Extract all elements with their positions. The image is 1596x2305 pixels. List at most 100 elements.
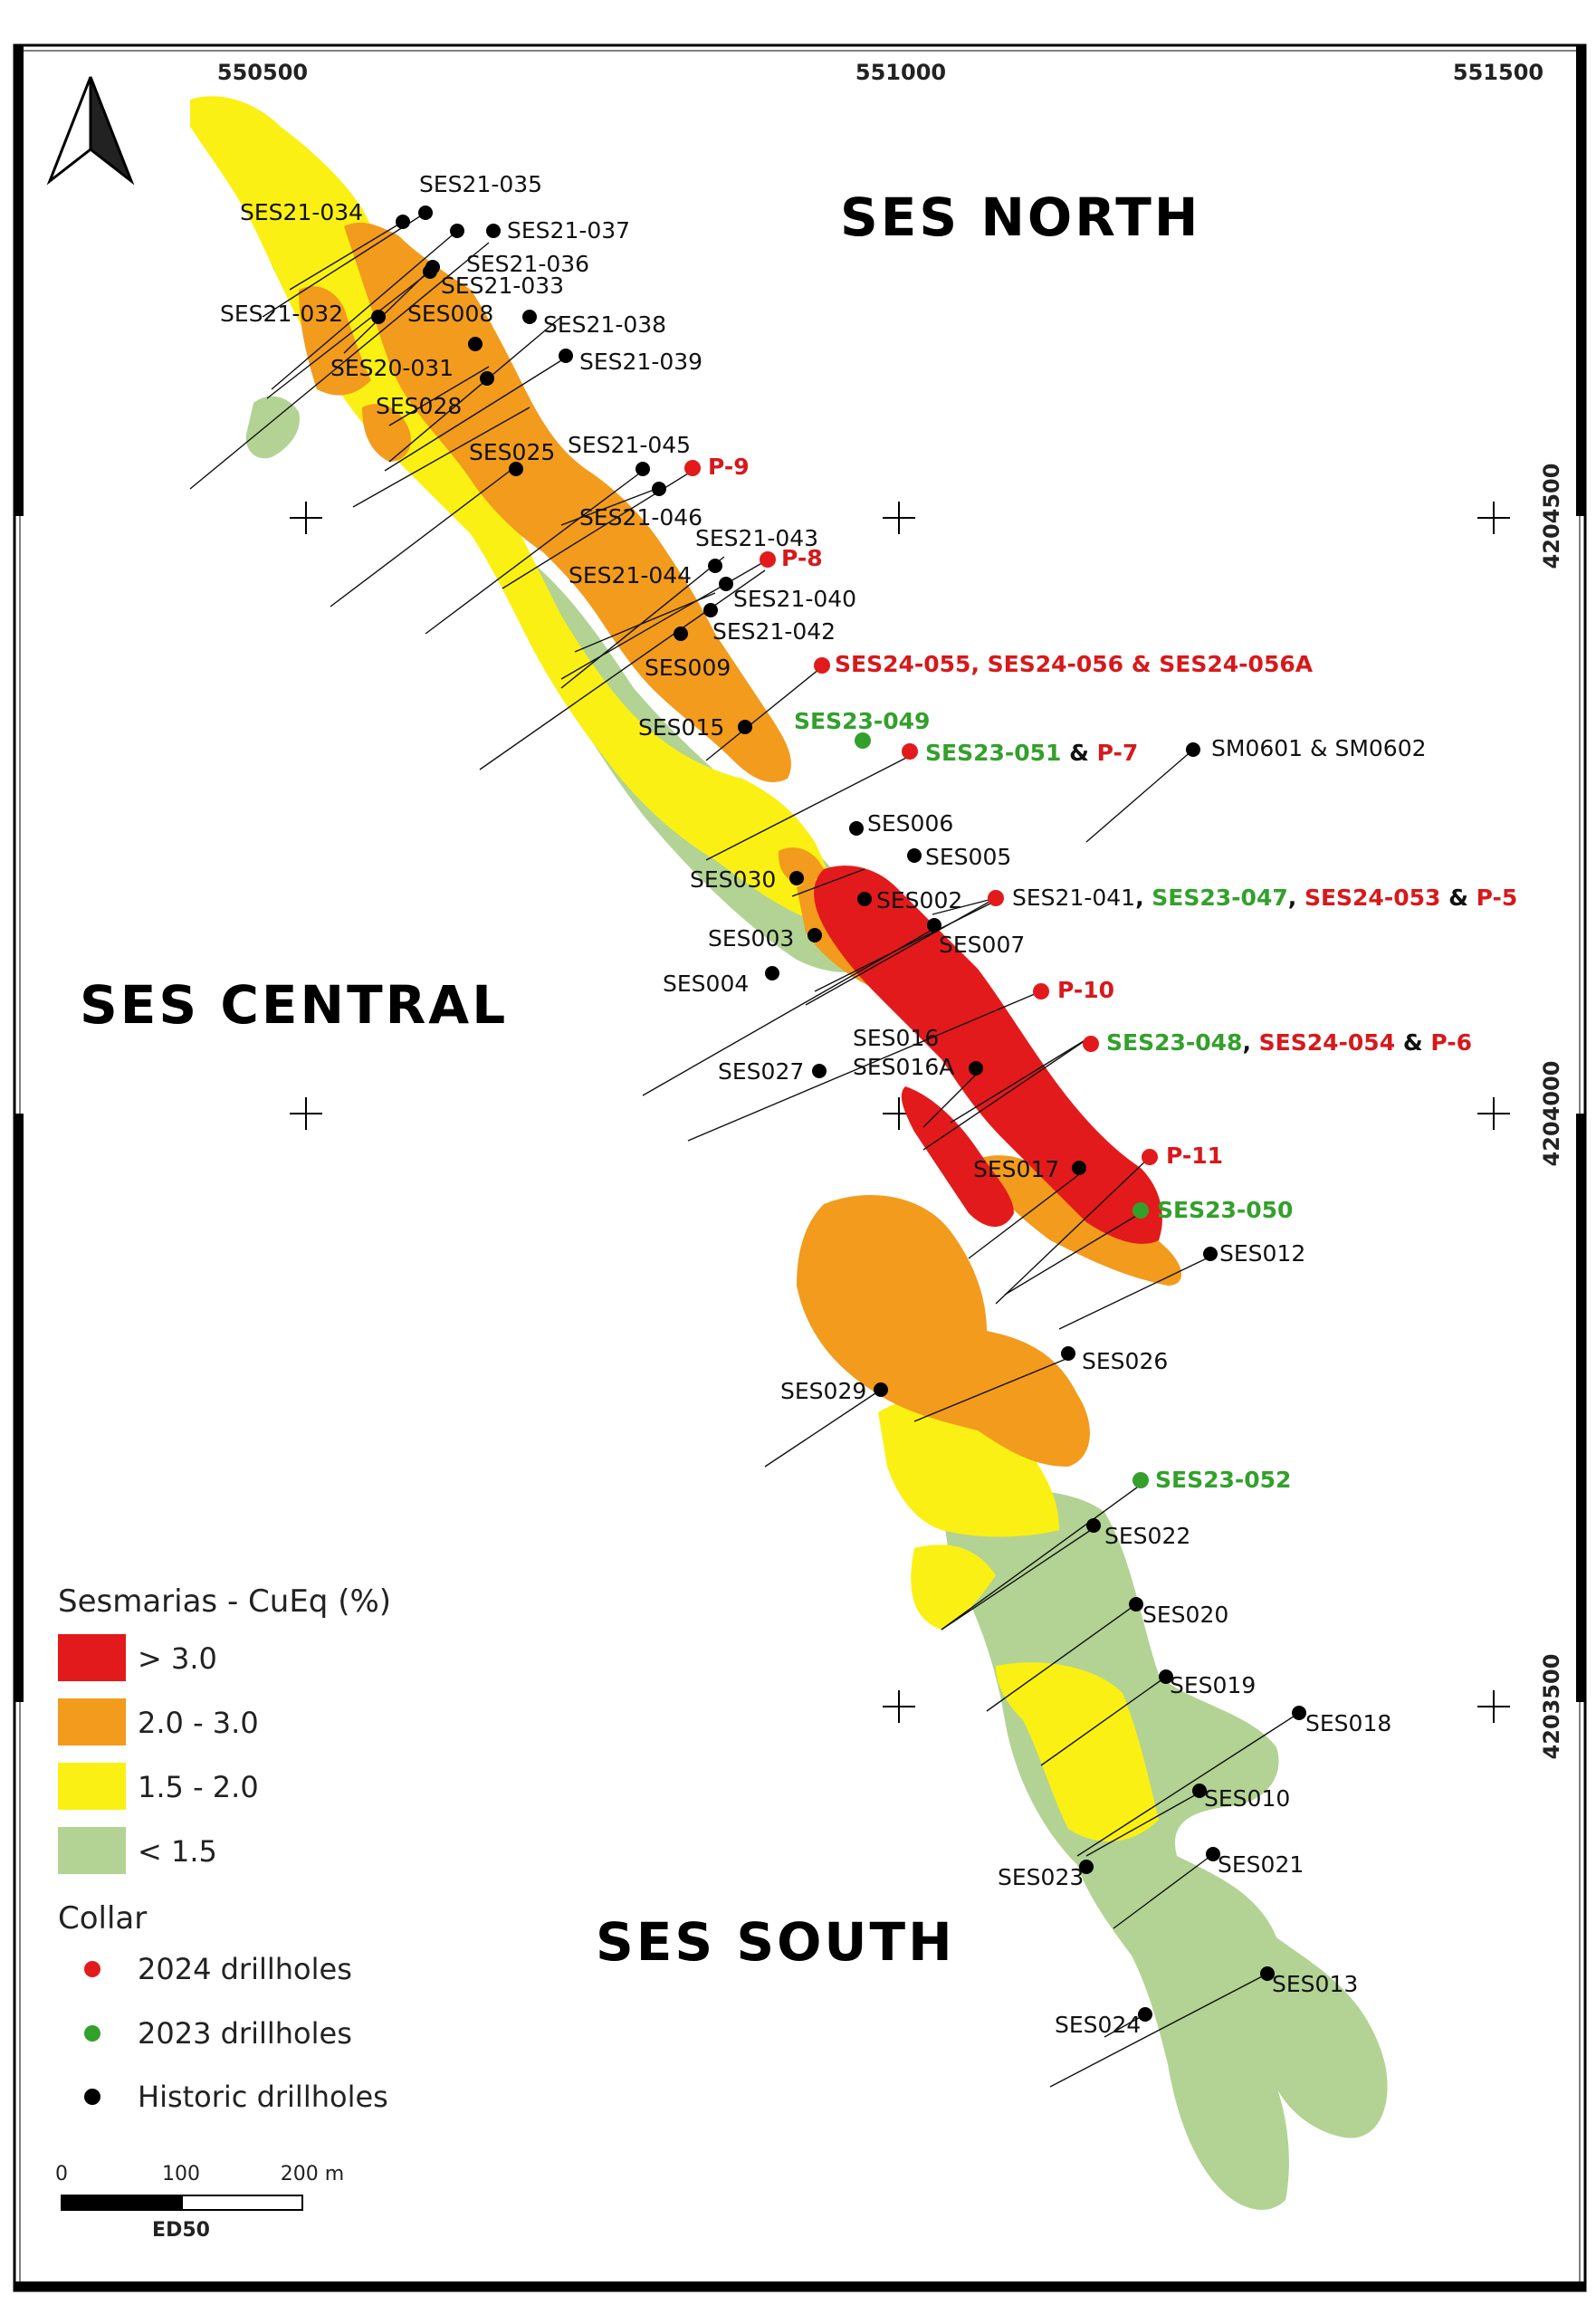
collar-dot-2023 bbox=[855, 732, 871, 749]
northing-tick: 4203500 bbox=[1539, 1654, 1564, 1760]
collar-label: SES21-045 bbox=[568, 432, 691, 458]
collar-label: SES007 bbox=[939, 932, 1025, 958]
collar-labels-2024: P-9 P-8 P-10 P-11 bbox=[708, 454, 1223, 1169]
collar-label: SES21-043 bbox=[695, 525, 818, 551]
collar-label: SES008 bbox=[407, 301, 493, 327]
collar-dot-historic bbox=[1260, 1966, 1275, 1981]
collar-label: SES020 bbox=[1142, 1602, 1228, 1628]
easting-tick: 551000 bbox=[855, 60, 946, 85]
collar-dot-historic bbox=[765, 966, 779, 980]
legend-swatch-mid bbox=[58, 1763, 126, 1810]
region-label-south: SES SOUTH bbox=[596, 1911, 955, 1973]
collar-label: SES21-040 bbox=[733, 586, 856, 612]
collar-label: SES21-039 bbox=[579, 349, 702, 375]
legend-label: < 1.5 bbox=[138, 1834, 217, 1869]
collar-dot-historic bbox=[636, 462, 650, 476]
collar-labels: SES21-035 SES21-034 SES21-037 SES21-036 … bbox=[220, 171, 1391, 2038]
collar-label-2024: P-10 bbox=[1057, 977, 1114, 1003]
collar-label: SES021 bbox=[1218, 1851, 1304, 1878]
legend-label: 1.5 - 2.0 bbox=[138, 1770, 259, 1804]
easting-tick: 550500 bbox=[217, 60, 308, 85]
collar-label-compound: SES23-048, SES24-054 & P-6 bbox=[1106, 1029, 1472, 1056]
collar-dot-historic bbox=[425, 260, 440, 274]
collar-dot-2024 bbox=[988, 890, 1004, 906]
northing-tick: 4204500 bbox=[1539, 464, 1564, 569]
collar-label-2024: P-11 bbox=[1166, 1143, 1223, 1169]
collar-label: SES025 bbox=[469, 439, 555, 465]
collar-dot-historic bbox=[1072, 1161, 1086, 1175]
collar-label: SES21-035 bbox=[419, 171, 542, 197]
collar-dot-historic bbox=[486, 224, 501, 238]
collar-label: SES019 bbox=[1170, 1672, 1256, 1698]
legend-title: Sesmarias - CuEq (%) bbox=[58, 1583, 391, 1620]
grid-crosses bbox=[290, 502, 1510, 1723]
collar-label: SES20-031 bbox=[330, 355, 454, 381]
legend-swatch-very-high bbox=[58, 1634, 126, 1681]
collar-label: SES004 bbox=[663, 971, 749, 997]
collar-label: SES027 bbox=[718, 1058, 804, 1085]
collar-dot-historic bbox=[450, 224, 464, 238]
frame-bar bbox=[1576, 45, 1585, 516]
collar-label: SES002 bbox=[876, 887, 962, 913]
collar-dot-2023 bbox=[1132, 1202, 1149, 1219]
collar-dot-2024 bbox=[1033, 983, 1049, 999]
region-label-central: SES CENTRAL bbox=[80, 974, 508, 1036]
collar-dot-historic bbox=[708, 559, 722, 573]
frame-bar bbox=[14, 1114, 24, 1702]
collar-dot-2024 bbox=[684, 460, 701, 476]
collar-dot-2024 bbox=[1142, 1149, 1158, 1165]
collar-label: SES026 bbox=[1082, 1348, 1168, 1374]
collar-label: SES21-042 bbox=[712, 618, 836, 645]
legend-label: 2.0 - 3.0 bbox=[138, 1706, 259, 1740]
collar-label: SES030 bbox=[690, 866, 776, 893]
collar-label: SES006 bbox=[867, 810, 953, 837]
legend-swatch-high bbox=[58, 1698, 126, 1745]
collar-dot-historic bbox=[874, 1382, 888, 1397]
collar-label: SES21-037 bbox=[507, 217, 630, 244]
collar-dot-historic bbox=[1061, 1346, 1075, 1361]
collar-label: SES016A bbox=[853, 1054, 954, 1080]
collar-dot-historic bbox=[522, 310, 537, 324]
collar-label: SES21-046 bbox=[579, 504, 702, 531]
collar-dot-historic bbox=[907, 848, 922, 863]
collar-label: SES015 bbox=[638, 714, 724, 741]
collar-dot-historic bbox=[1203, 1247, 1218, 1261]
collar-label: SES023 bbox=[998, 1864, 1084, 1890]
legend-label: 2023 drillholes bbox=[138, 2016, 352, 2051]
collar-label-2024: P-9 bbox=[708, 454, 750, 480]
collar-label-2024: P-8 bbox=[781, 545, 823, 571]
collar-dot-2023 bbox=[1132, 1472, 1149, 1488]
collar-dot-historic bbox=[703, 603, 718, 617]
collar-dot-historic bbox=[1186, 742, 1200, 757]
collar-label: SES017 bbox=[973, 1156, 1059, 1182]
frame-bar bbox=[14, 2281, 1585, 2291]
collar-label-2023: SES23-050 bbox=[1157, 1197, 1293, 1223]
frame-bar bbox=[1576, 1114, 1585, 1702]
collar-dot-historic bbox=[812, 1064, 827, 1078]
collar-label: SES21-044 bbox=[569, 562, 692, 588]
collar-dot-historic bbox=[509, 462, 523, 476]
collar-dot-historic bbox=[418, 206, 433, 220]
collar-label: SES028 bbox=[376, 393, 462, 419]
collar-dot-historic bbox=[849, 821, 864, 836]
collar-dot-historic bbox=[738, 720, 752, 734]
collar-dot-historic bbox=[1292, 1706, 1306, 1720]
collar-label: SES21-032 bbox=[220, 301, 343, 327]
legend-dot-2023 bbox=[84, 2025, 100, 2042]
collar-dot-historic bbox=[1129, 1597, 1143, 1612]
scale-tick-label: 100 bbox=[162, 2163, 200, 2185]
collar-dot-historic bbox=[719, 577, 733, 591]
zone-high-grade bbox=[299, 222, 1181, 1467]
collar-dot-historic bbox=[1192, 1784, 1207, 1798]
collar-dot-historic bbox=[789, 871, 804, 885]
collar-label: SES21-033 bbox=[441, 273, 564, 299]
collar-dot-historic bbox=[559, 349, 573, 363]
collar-label: SES012 bbox=[1219, 1240, 1305, 1267]
zone-mid-grade bbox=[190, 96, 1159, 1841]
collar-dot-historic bbox=[396, 215, 410, 229]
collar-label: SM0601 & SM0602 bbox=[1211, 735, 1427, 761]
collar-dot-historic bbox=[1138, 2007, 1152, 2022]
collar-dot-historic bbox=[969, 1061, 983, 1076]
collar-label: SES009 bbox=[645, 655, 731, 681]
